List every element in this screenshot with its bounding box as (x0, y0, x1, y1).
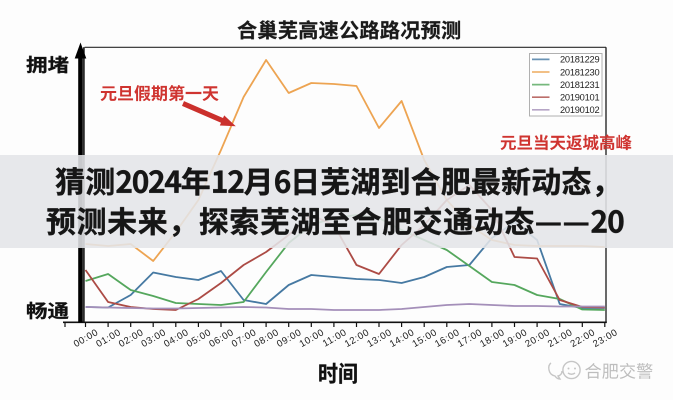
svg-text:20181231: 20181231 (560, 80, 599, 90)
svg-text:20190101: 20190101 (560, 93, 599, 103)
svg-text:20190102: 20190102 (560, 105, 599, 115)
svg-text:20181230: 20181230 (560, 67, 599, 77)
svg-text:20181229: 20181229 (560, 55, 599, 65)
